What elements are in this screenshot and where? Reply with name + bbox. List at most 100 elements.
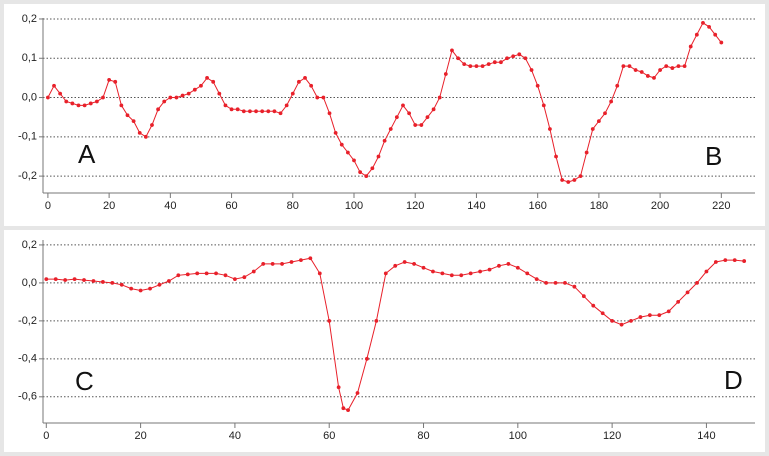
data-point [156,107,160,112]
data-point [254,109,258,114]
data-point [70,101,75,106]
data-point [505,56,509,61]
data-point [581,294,586,299]
data-point [419,123,424,127]
data-point [150,123,154,127]
data-point [64,99,69,104]
data-point [129,286,134,291]
data-point [541,103,546,108]
data-point [204,271,209,276]
data-point [578,174,583,179]
data-point [639,70,644,74]
data-point [511,54,516,59]
data-point [317,271,322,276]
data-point [88,101,93,106]
data-point [560,178,565,182]
y-tick-label: -0,6 [18,391,37,403]
data-point [214,271,218,276]
data-point [248,109,252,114]
data-point [742,259,747,263]
x-tick-label: 0 [45,200,51,212]
data-point [157,282,162,287]
data-point [289,260,294,264]
data-point [233,277,237,282]
data-point [401,103,405,108]
data-point [412,262,416,266]
data-point [76,103,81,108]
data-point [113,79,118,84]
data-point [459,273,464,278]
data-point [603,111,607,116]
data-point [52,83,56,88]
data-point [515,265,520,270]
y-tick-label: -0,1 [18,131,37,143]
data-point [321,95,326,100]
data-point [572,178,577,182]
x-tick-label: 160 [528,200,546,212]
data-point [260,109,265,114]
data-point [506,262,511,266]
data-point [658,68,663,72]
annotation: D [724,365,743,395]
data-point [168,95,173,100]
data-point [393,263,398,268]
data-point [333,130,338,135]
data-point [572,284,577,289]
data-point [657,313,662,318]
data-point [517,52,522,57]
data-point [590,127,595,131]
data-point [229,107,234,112]
data-point [584,150,589,155]
data-point [478,269,483,274]
data-point [713,260,718,264]
x-tick-label: 60 [225,200,237,212]
y-tick-label: -0,2 [18,170,37,182]
data-point [309,83,314,88]
y-tick-label: -0,4 [18,353,37,365]
data-point [474,64,479,69]
data-point [732,258,737,263]
data-point [388,127,393,131]
data-point [211,79,216,84]
data-point [610,318,615,323]
data-point [497,263,501,268]
data-point [492,60,497,65]
data-point [63,278,68,282]
data-point [355,391,360,395]
data-point [339,142,344,147]
data-point [137,130,142,135]
data-point [241,109,246,114]
x-tick-label: 200 [651,200,669,212]
data-point [143,134,148,139]
data-point [192,87,197,92]
data-point [223,273,228,278]
data-point [701,21,705,25]
y-tick-label: 0,0 [22,277,37,289]
data-point [91,279,96,283]
data-point [554,154,558,159]
data-point [376,154,381,159]
data-point [327,318,332,323]
data-point [456,56,460,61]
x-tick-label: 100 [345,200,363,212]
data-point [180,93,185,98]
x-tick-label: 60 [323,430,335,442]
data-point [591,303,596,308]
data-point [53,277,58,282]
data-point [174,95,179,100]
data-point [299,258,303,263]
y-tick-label: 0,1 [22,52,37,64]
data-point [166,279,171,283]
y-tick-label: 0,2 [22,13,37,25]
x-tick-label: 120 [603,430,621,442]
x-tick-label: 20 [134,430,146,442]
data-point [185,272,190,277]
data-point [676,299,681,304]
data-point [627,64,632,69]
data-point [609,99,614,104]
data-point [534,277,539,282]
data-point [480,64,485,69]
data-point [431,107,436,112]
data-point [633,68,638,72]
data-point [131,119,136,124]
